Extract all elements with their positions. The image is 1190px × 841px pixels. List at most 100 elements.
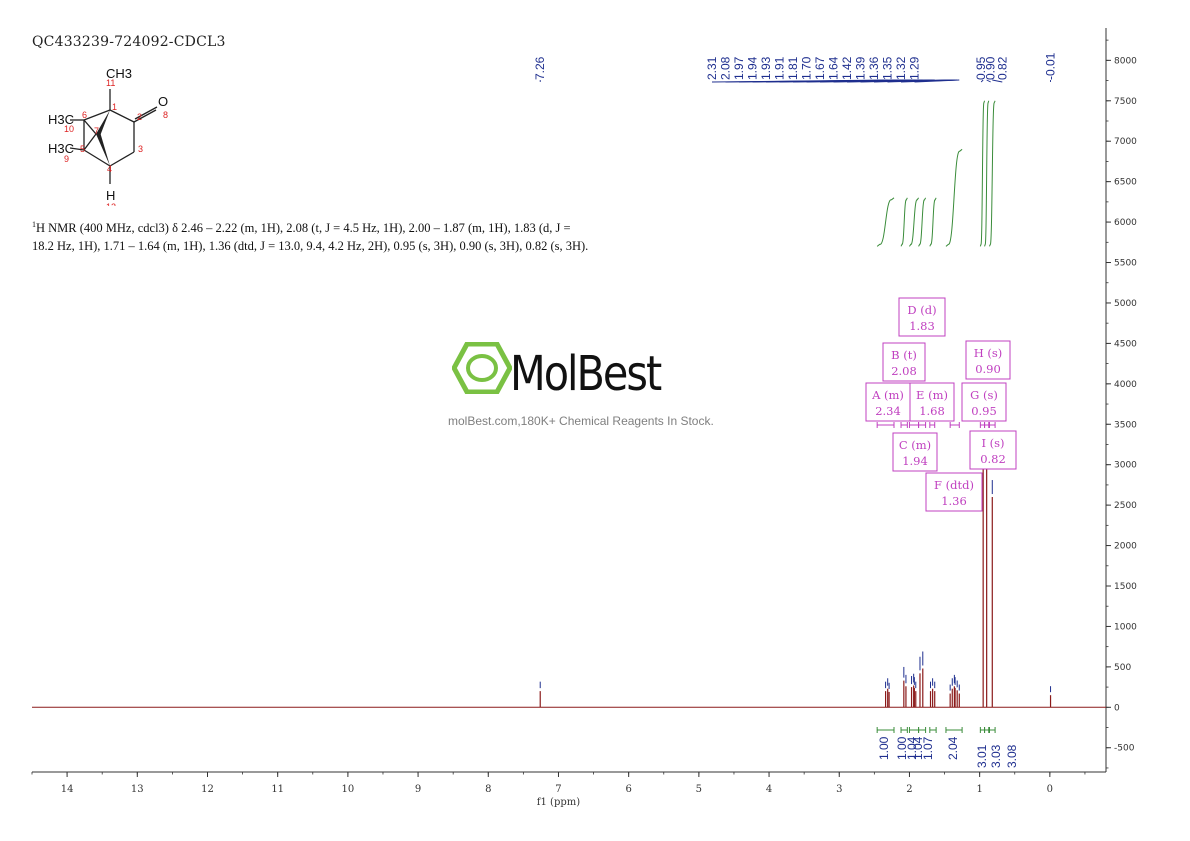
peak-label-connector <box>914 79 960 83</box>
multiplet-box <box>961 382 1007 422</box>
atom-number-4: 4 <box>107 164 112 174</box>
integration-value: 1.07 <box>921 736 935 760</box>
atom-number-8: 8 <box>163 110 168 120</box>
multiplet-shift: 0.90 <box>975 362 1001 376</box>
multiplet-label: A (m) <box>871 388 904 402</box>
atom-number-5: 5 <box>80 144 85 154</box>
multiplet-shift: 2.34 <box>875 404 901 418</box>
multiplet-label: G (s) <box>970 388 998 402</box>
peak-label: 2.31 <box>705 56 719 80</box>
multiplet-shift: 1.94 <box>902 454 928 468</box>
atom-o: O <box>158 94 168 109</box>
peak-label: 1.91 <box>773 56 787 80</box>
x-tick-label: 9 <box>415 784 421 795</box>
peak-label-connector <box>992 79 1003 83</box>
integration-value: 2.04 <box>946 736 960 760</box>
peak-label: -0.01 <box>1044 52 1058 80</box>
peak-label: 0.82 <box>995 56 1009 80</box>
multiplet-box <box>882 342 926 382</box>
watermark-tagline: molBest.com,180K+ Chemical Reagents In S… <box>448 414 714 428</box>
peak-label: 7.26 <box>533 56 547 80</box>
peak-label: 0.95 <box>974 56 988 80</box>
peak-label: 1.39 <box>854 56 868 80</box>
y-tick-label: 1000 <box>1114 622 1137 632</box>
integration-value: 1.00 <box>895 736 909 760</box>
peak-label: 1.93 <box>759 56 773 80</box>
peak-label: 1.36 <box>867 56 881 80</box>
molecule-structure: CH3 O H3C H3C H 11 1 2 8 6 7 10 5 3 9 4 … <box>48 66 168 206</box>
x-axis-label: f1 (ppm) <box>537 797 580 808</box>
x-tick-label: 0 <box>1047 784 1053 795</box>
peak-label: 1.29 <box>908 56 922 80</box>
nmr-superscript: 1 <box>32 220 36 229</box>
peak-label: 0.90 <box>984 56 998 80</box>
integration-value: 1.04 <box>905 736 919 760</box>
x-tick-label: 14 <box>61 784 74 795</box>
x-tick-label: 10 <box>342 784 355 795</box>
y-tick-label: 5000 <box>1114 299 1137 309</box>
atom-number-9: 9 <box>64 154 69 164</box>
multiplet-box <box>969 430 1017 470</box>
atom-number-7: 7 <box>94 126 99 136</box>
peak-label: 1.81 <box>786 56 800 80</box>
y-tick-label: 3000 <box>1114 461 1137 471</box>
integration-value: 3.08 <box>1005 744 1019 768</box>
integral-curve <box>929 197 937 247</box>
multiplet-shift: 2.08 <box>891 364 917 378</box>
multiplet-shift: 1.36 <box>941 494 967 508</box>
atom-h: H <box>106 188 115 203</box>
integration-value: 3.01 <box>975 744 989 768</box>
multiplet-shift: 1.83 <box>909 319 935 333</box>
multiplet-label: B (t) <box>891 348 917 362</box>
multiplet-label: H (s) <box>974 346 1003 360</box>
y-tick-label: 500 <box>1114 663 1131 673</box>
y-tick-label: 4000 <box>1114 380 1137 390</box>
peak-label: 1.64 <box>827 56 841 80</box>
x-tick-label: 7 <box>555 784 561 795</box>
multiplet-box <box>865 382 911 422</box>
peak-label: 1.67 <box>813 56 827 80</box>
x-tick-label: 8 <box>485 784 491 795</box>
integration-value: 1.04 <box>911 736 925 760</box>
peak-label-connector <box>980 79 984 83</box>
x-tick-label: 4 <box>766 784 772 795</box>
atom-number-6: 6 <box>82 110 87 120</box>
peak-label: 1.32 <box>894 56 908 80</box>
integral-curve <box>945 148 963 247</box>
atom-number-3: 3 <box>138 144 143 154</box>
y-tick-label: 7000 <box>1114 137 1137 147</box>
peak-label: 1.97 <box>732 56 746 80</box>
multiplet-shift: 0.82 <box>980 452 1006 466</box>
peak-label: 1.42 <box>840 56 854 80</box>
y-tick-label: -500 <box>1114 744 1135 754</box>
nmr-description-body: H NMR (400 MHz, cdcl3) δ 2.46 – 2.22 (m,… <box>32 221 589 253</box>
x-tick-label: 6 <box>625 784 631 795</box>
multiplet-box <box>965 340 1011 380</box>
peak-label: 1.94 <box>746 56 760 80</box>
peak-label: 2.08 <box>719 56 733 80</box>
atom-number-1: 1 <box>112 102 117 112</box>
multiplet-label: F (dtd) <box>934 478 974 492</box>
x-tick-label: 13 <box>131 784 144 795</box>
y-tick-label: 3500 <box>1114 420 1137 430</box>
nmr-description: 1H NMR (400 MHz, cdcl3) δ 2.46 – 2.22 (m… <box>32 216 592 255</box>
integral-curve <box>979 100 986 247</box>
y-tick-label: 2000 <box>1114 542 1137 552</box>
integral-curve <box>989 100 996 247</box>
multiplet-box <box>909 382 955 422</box>
y-tick-label: 0 <box>1114 703 1120 713</box>
integral-curve <box>900 197 908 247</box>
integral-curve <box>909 197 919 247</box>
multiplet-label: E (m) <box>916 388 948 402</box>
y-tick-label: 5500 <box>1114 259 1137 269</box>
x-tick-label: 11 <box>271 784 284 795</box>
integral-curve <box>984 100 990 247</box>
multiplet-shift: 0.95 <box>971 404 997 418</box>
y-tick-label: 1500 <box>1114 582 1137 592</box>
multiplet-box <box>925 472 983 512</box>
integral-curve <box>918 197 927 247</box>
atom-h3c-top: H3C <box>48 112 74 127</box>
multiplet-box <box>898 297 946 337</box>
